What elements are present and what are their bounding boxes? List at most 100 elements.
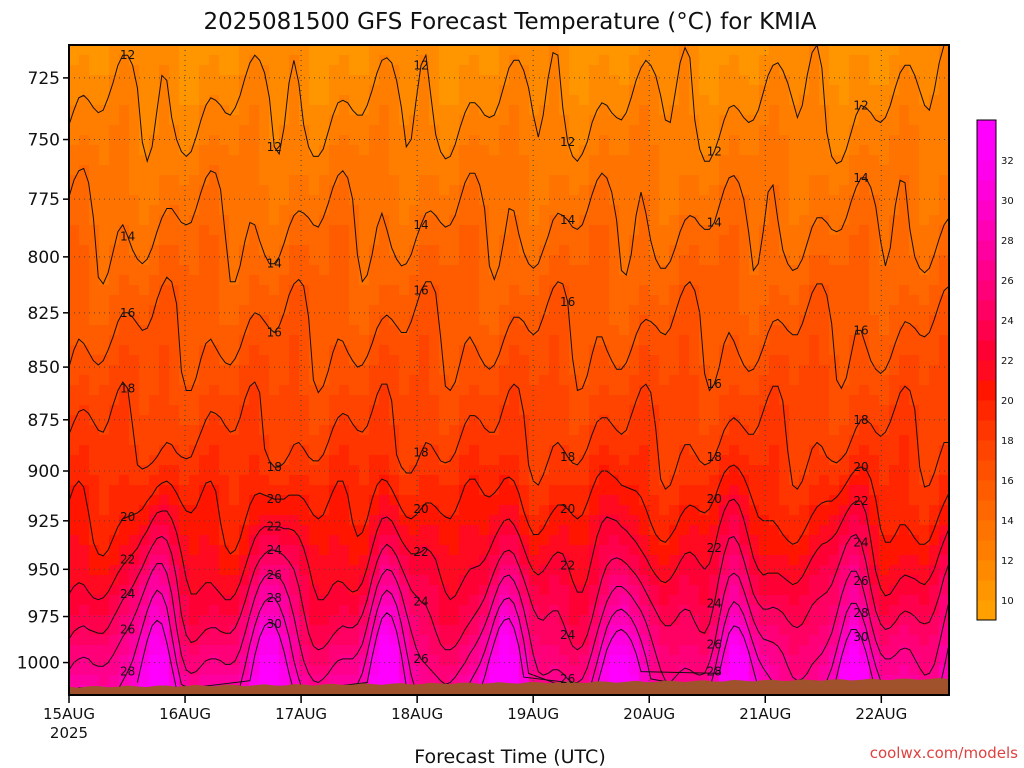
field-cell xyxy=(549,435,560,446)
field-cell xyxy=(539,205,550,216)
field-cell xyxy=(539,305,550,316)
field-cell xyxy=(259,635,270,646)
field-cell xyxy=(799,245,810,256)
field-cell xyxy=(509,615,520,626)
field-cell xyxy=(219,545,230,556)
field-cell xyxy=(319,435,330,446)
field-cell xyxy=(809,345,820,356)
field-cell xyxy=(209,485,220,496)
field-cell xyxy=(769,465,780,476)
field-cell xyxy=(339,295,350,306)
field-cell xyxy=(579,585,590,596)
field-cell xyxy=(479,135,490,146)
field-cell xyxy=(119,325,130,336)
field-cell xyxy=(809,45,820,56)
field-cell xyxy=(249,645,260,656)
field-cell xyxy=(419,255,430,266)
field-cell xyxy=(499,425,510,436)
field-cell xyxy=(519,175,530,186)
field-cell xyxy=(479,365,490,376)
field-cell xyxy=(809,455,820,466)
field-cell xyxy=(559,135,570,146)
field-cell xyxy=(659,495,670,506)
field-cell xyxy=(79,185,90,196)
field-cell xyxy=(119,565,130,576)
field-cell xyxy=(649,45,660,56)
field-cell xyxy=(659,375,670,386)
field-cell xyxy=(349,615,360,626)
field-cell xyxy=(219,155,230,166)
field-cell xyxy=(189,135,200,146)
field-cell xyxy=(199,485,210,496)
field-cell xyxy=(539,625,550,636)
field-cell xyxy=(549,555,560,566)
field-cell xyxy=(289,255,300,266)
field-cell xyxy=(779,615,790,626)
field-cell xyxy=(279,495,290,506)
field-cell xyxy=(289,245,300,256)
field-cell xyxy=(189,305,200,316)
field-cell xyxy=(369,185,380,196)
field-cell xyxy=(769,205,780,216)
field-cell xyxy=(149,85,160,96)
field-cell xyxy=(519,75,530,86)
field-cell xyxy=(129,655,140,666)
field-cell xyxy=(349,325,360,336)
field-cell xyxy=(439,585,450,596)
field-cell xyxy=(379,115,390,126)
field-cell xyxy=(829,595,840,606)
field-cell xyxy=(749,195,760,206)
field-cell xyxy=(99,605,110,616)
field-cell xyxy=(669,535,680,546)
field-cell xyxy=(209,115,220,126)
field-cell xyxy=(799,565,810,576)
field-cell xyxy=(169,525,180,536)
field-cell xyxy=(119,605,130,616)
field-cell xyxy=(79,465,90,476)
field-cell xyxy=(379,595,390,606)
field-cell xyxy=(819,75,830,86)
field-cell xyxy=(639,635,650,646)
field-cell xyxy=(609,335,620,346)
field-cell xyxy=(119,135,130,146)
field-cell xyxy=(79,255,90,266)
field-cell xyxy=(349,305,360,316)
field-cell xyxy=(529,475,540,486)
field-cell xyxy=(509,135,520,146)
field-cell xyxy=(489,635,500,646)
field-cell xyxy=(569,295,580,306)
field-cell xyxy=(799,225,810,236)
field-cell xyxy=(499,525,510,536)
field-cell xyxy=(429,435,440,446)
field-cell xyxy=(329,325,340,336)
field-cell xyxy=(249,195,260,206)
field-cell xyxy=(89,105,100,116)
field-cell xyxy=(679,535,690,546)
field-cell xyxy=(169,325,180,336)
field-cell xyxy=(509,595,520,606)
field-cell xyxy=(749,505,760,516)
field-cell xyxy=(829,205,840,216)
field-cell xyxy=(349,245,360,256)
field-cell xyxy=(339,55,350,66)
field-cell xyxy=(179,365,190,376)
field-cell xyxy=(179,285,190,296)
field-cell xyxy=(689,635,700,646)
field-cell xyxy=(479,515,490,526)
field-cell xyxy=(469,475,480,486)
field-cell xyxy=(299,635,310,646)
field-cell xyxy=(469,345,480,356)
field-cell xyxy=(299,185,310,196)
field-cell xyxy=(229,475,240,486)
field-cell xyxy=(609,555,620,566)
field-cell xyxy=(99,675,110,686)
field-cell xyxy=(829,175,840,186)
field-cell xyxy=(509,335,520,346)
field-cell xyxy=(739,125,750,136)
field-cell xyxy=(419,485,430,496)
field-cell xyxy=(279,565,290,576)
field-cell xyxy=(479,55,490,66)
field-cell xyxy=(149,515,160,526)
field-cell xyxy=(429,125,440,136)
field-cell xyxy=(429,245,440,256)
